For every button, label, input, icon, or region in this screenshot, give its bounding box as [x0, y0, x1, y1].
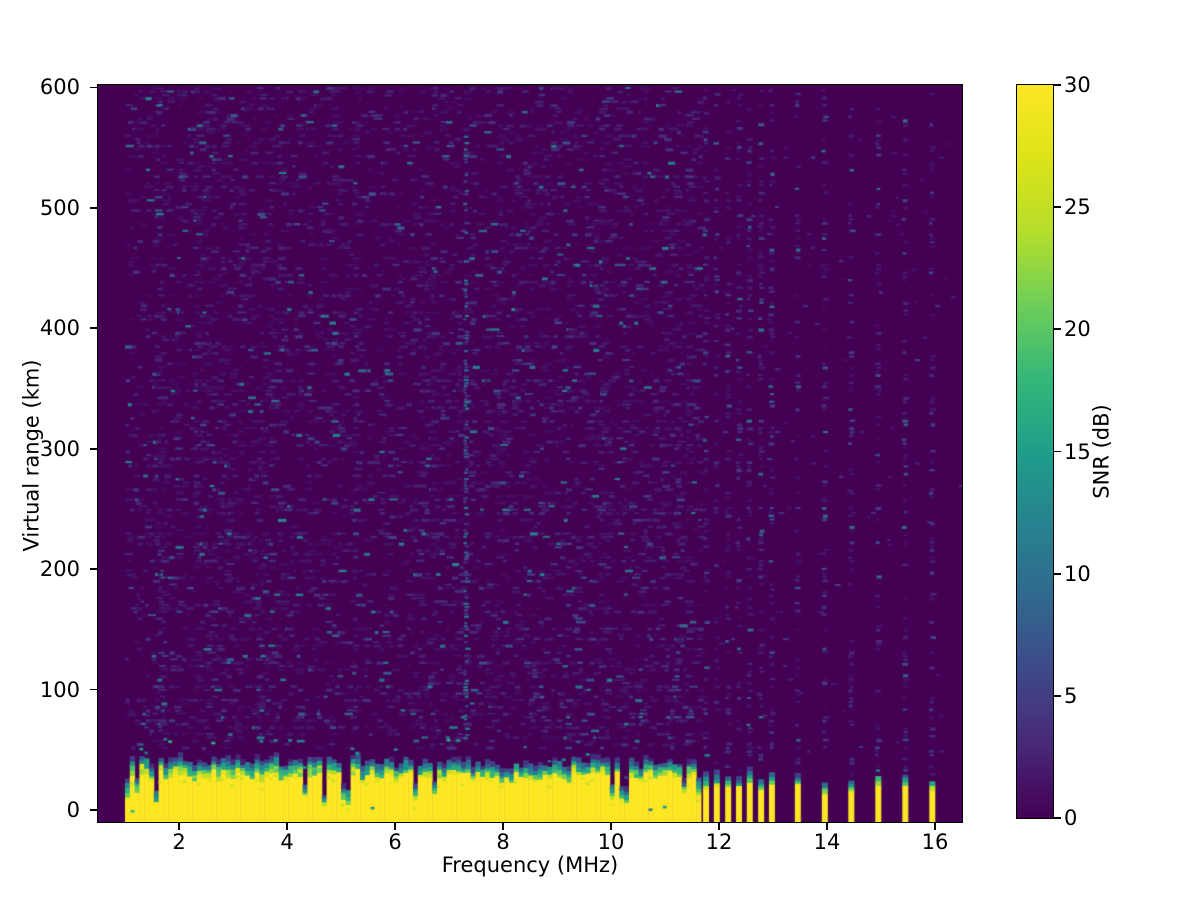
colorbar-tick-mark [1054, 694, 1061, 697]
colorbar-tick-mark [1054, 206, 1061, 209]
x-tick-mark [718, 823, 720, 830]
colorbar-tick-mark [1054, 572, 1061, 575]
y-tick-mark [90, 447, 97, 450]
y-tick-mark [90, 568, 97, 570]
colorbar-tick-label: 15 [1064, 439, 1091, 464]
colorbar-tick-label: 5 [1064, 683, 1078, 708]
colorbar-tick-label: 10 [1064, 561, 1091, 586]
x-tick-mark [934, 823, 936, 830]
colorbar-label: SNR (dB) [1089, 404, 1114, 499]
y-tick-label: 200 [39, 557, 80, 582]
x-axis-label: Frequency (MHz) [441, 853, 619, 877]
colorbar-tick-mark [1054, 450, 1061, 453]
x-tick-mark [286, 823, 288, 830]
colorbar-tick-mark [1054, 328, 1061, 331]
colorbar-tick-label: 30 [1064, 73, 1091, 97]
x-tick-mark [178, 823, 180, 830]
y-tick-mark [90, 327, 97, 330]
x-tick-label: 6 [388, 830, 402, 854]
x-tick-mark [826, 823, 828, 830]
y-tick-label: 400 [39, 316, 80, 341]
y-tick-label: 0 [66, 797, 80, 822]
x-tick-label: 10 [597, 830, 625, 854]
x-tick-mark [394, 823, 396, 830]
colorbar-tick-label: 0 [1064, 806, 1078, 830]
y-tick-mark [90, 86, 97, 89]
x-tick-mark [502, 823, 504, 830]
y-tick-label: 300 [39, 436, 80, 461]
y-tick-mark [90, 688, 97, 691]
x-tick-label: 12 [705, 830, 733, 854]
x-tick-label: 2 [172, 830, 186, 854]
plot-area [97, 84, 963, 823]
x-tick-label: 4 [280, 830, 294, 854]
y-tick-mark [90, 809, 97, 811]
x-tick-label: 16 [921, 830, 949, 854]
x-tick-label: 8 [496, 830, 510, 854]
x-tick-label: 14 [813, 830, 841, 854]
y-tick-mark [90, 206, 97, 209]
y-tick-label: 600 [39, 75, 80, 100]
colorbar-tick-label: 25 [1064, 195, 1091, 220]
colorbar-gradient [1016, 84, 1054, 819]
y-tick-label: 100 [39, 677, 80, 702]
colorbar-tick-mark [1054, 84, 1061, 86]
colorbar-tick-label: 20 [1064, 317, 1091, 342]
ionogram-heatmap-canvas [98, 85, 962, 822]
y-tick-label: 500 [39, 195, 80, 220]
x-tick-mark [610, 823, 612, 830]
colorbar-tick-mark [1054, 817, 1061, 819]
